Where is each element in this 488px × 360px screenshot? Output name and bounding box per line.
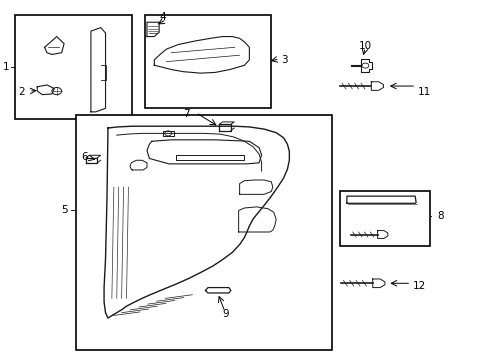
Text: 4: 4 <box>159 12 165 22</box>
Text: 3: 3 <box>281 55 287 65</box>
Text: 1: 1 <box>3 62 10 72</box>
Bar <box>15 15 132 119</box>
Bar <box>76 116 331 350</box>
Bar <box>339 191 429 246</box>
Text: 11: 11 <box>417 87 430 97</box>
Text: 12: 12 <box>412 281 425 291</box>
Text: 9: 9 <box>222 310 229 319</box>
Text: 8: 8 <box>436 211 443 221</box>
Text: 10: 10 <box>358 41 371 50</box>
Text: 7: 7 <box>183 109 190 119</box>
Text: 6: 6 <box>81 152 87 162</box>
Text: 5: 5 <box>61 206 68 216</box>
Text: 2: 2 <box>18 87 24 97</box>
Bar <box>144 15 271 108</box>
